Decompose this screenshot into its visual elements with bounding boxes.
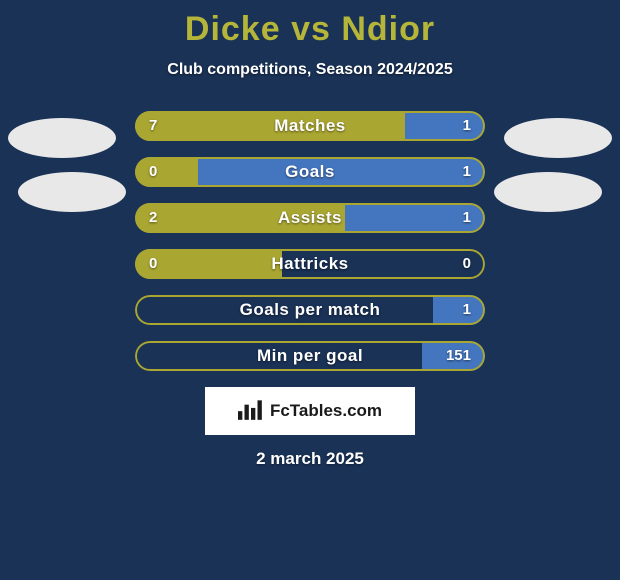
bar-right-value: 1 <box>463 157 471 187</box>
page-title: Dicke vs Ndior <box>0 0 620 49</box>
bar-label: Hattricks <box>135 249 485 279</box>
stat-bar: Matches7 1 <box>135 111 485 141</box>
bar-left-value: 7 <box>149 111 157 141</box>
bar-right-value: 151 <box>446 341 471 371</box>
bar-right-value: 1 <box>463 295 471 325</box>
bar-label: Goals per match <box>135 295 485 325</box>
footer-logo-text: FcTables.com <box>270 401 382 421</box>
stat-bar: Goals0 1 <box>135 157 485 187</box>
bar-right-value: 1 <box>463 203 471 233</box>
stat-bar: Hattricks0 0 <box>135 249 485 279</box>
bar-left-value: 0 <box>149 157 157 187</box>
bar-left-value: 0 <box>149 249 157 279</box>
bar-left-value: 2 <box>149 203 157 233</box>
comparison-card: Dicke vs Ndior Club competitions, Season… <box>0 0 620 580</box>
bar-chart-icon <box>238 398 264 425</box>
stat-bar: Min per goal151 <box>135 341 485 371</box>
stat-bar: Goals per match1 <box>135 295 485 325</box>
bar-label: Assists <box>135 203 485 233</box>
footer-date: 2 march 2025 <box>0 449 620 469</box>
bar-right-value: 1 <box>463 111 471 141</box>
footer-logo: FcTables.com <box>205 387 415 435</box>
bar-right-value: 0 <box>463 249 471 279</box>
stat-bar: Assists2 1 <box>135 203 485 233</box>
bars-area: Matches71Goals01Assists21Hattricks00Goal… <box>0 111 620 371</box>
subtitle: Club competitions, Season 2024/2025 <box>0 61 620 79</box>
bar-label: Goals <box>135 157 485 187</box>
bar-label: Min per goal <box>135 341 485 371</box>
bar-label: Matches <box>135 111 485 141</box>
